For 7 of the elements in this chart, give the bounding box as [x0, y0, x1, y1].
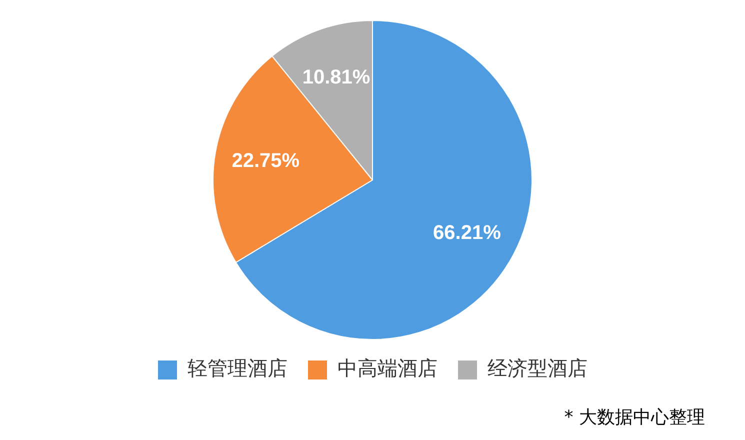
legend-label: 轻管理酒店 — [188, 356, 288, 380]
data-label: 66.21% — [433, 222, 502, 244]
text: * 大数据中心整理 — [564, 406, 705, 429]
legend-label: 中高端酒店 — [338, 356, 438, 380]
data-label: 10.81% — [302, 66, 370, 88]
legend-label: 经济型酒店 — [488, 356, 588, 380]
data-label: 22.75% — [232, 150, 300, 172]
